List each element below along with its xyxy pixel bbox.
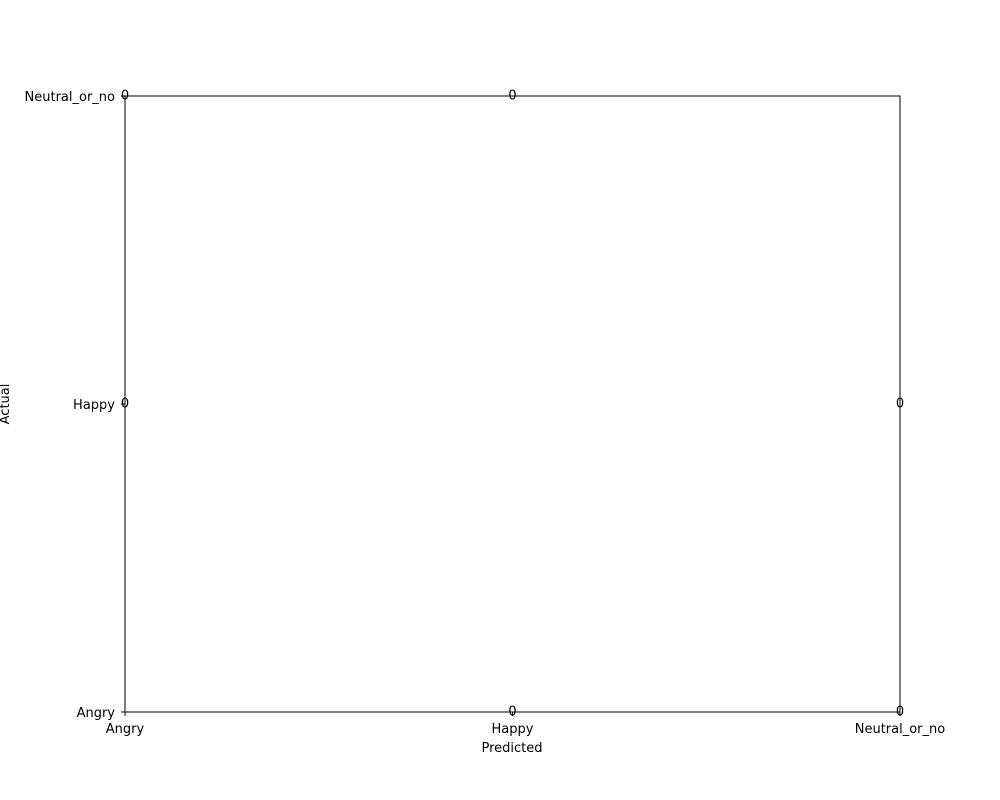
cell-value-label: 0 [121, 89, 129, 104]
y-axis-label: Actual [0, 384, 13, 425]
cell-value-label: 0 [896, 397, 904, 412]
x-axis-label: Predicted [481, 741, 542, 756]
x-tick-label: Happy [492, 722, 534, 737]
cell-value-label: 0 [896, 705, 904, 720]
cell-value-label: 0 [121, 397, 129, 412]
y-tick-label: Angry [77, 706, 116, 721]
cell-value-labels: 0 0 0 0 0 0 [121, 89, 904, 720]
x-tick-label: Neutral_or_no [855, 722, 946, 737]
y-tick-label: Happy [73, 398, 115, 413]
x-tick-label: Angry [106, 722, 145, 737]
cell-value-label: 0 [508, 705, 516, 720]
cell-value-label: 0 [508, 89, 516, 104]
plot-frame [124, 95, 901, 713]
y-axis-ticks: Angry Happy Neutral_or_no [25, 90, 125, 721]
y-tick-label: Neutral_or_no [25, 90, 116, 105]
x-axis-ticks: Angry Happy Neutral_or_no [106, 712, 945, 737]
